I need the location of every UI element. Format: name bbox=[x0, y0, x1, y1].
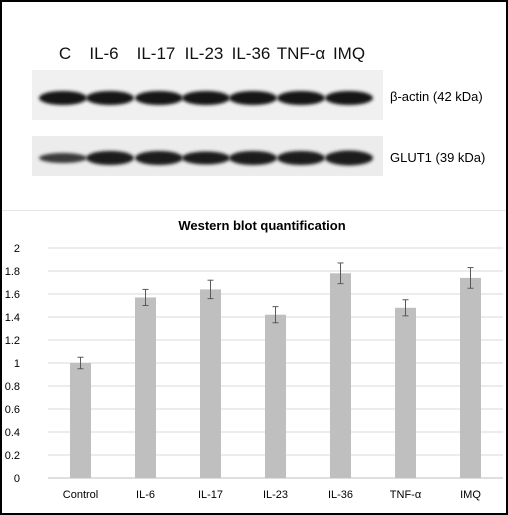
panel-divider bbox=[2, 210, 506, 211]
error-bar bbox=[272, 306, 279, 324]
blot-band-glut1 bbox=[39, 153, 87, 163]
blot-band-glut1 bbox=[182, 151, 230, 165]
bar bbox=[395, 307, 416, 478]
x-tick-label: IMQ bbox=[460, 489, 481, 501]
error-bar bbox=[207, 279, 214, 300]
bands-glut1 bbox=[39, 150, 373, 166]
y-tick-label: 0.2 bbox=[5, 450, 20, 462]
y-tick-label: 0.4 bbox=[5, 427, 20, 439]
chart-title: Western blot quantification bbox=[178, 218, 345, 233]
blot-band-actin bbox=[86, 91, 134, 105]
blot-band-glut1 bbox=[277, 151, 325, 165]
bar bbox=[70, 363, 91, 478]
lane-label: IL-23 bbox=[185, 44, 224, 63]
y-tick-label: 1 bbox=[14, 358, 20, 370]
blot-band-actin bbox=[229, 91, 277, 105]
lane-label: C bbox=[59, 44, 71, 63]
blot-band-actin bbox=[39, 91, 87, 105]
y-tick-label: 1.6 bbox=[5, 289, 20, 301]
blot-band-actin bbox=[135, 91, 183, 105]
lane-label: IL-36 bbox=[232, 44, 271, 63]
y-tick-label: 1.4 bbox=[5, 312, 20, 324]
chart-bars bbox=[70, 273, 481, 478]
x-tick-label: IL-17 bbox=[198, 489, 223, 501]
x-tick-label: IL-36 bbox=[328, 489, 353, 501]
blot-row-label-glut1: GLUT1 (39 kDa) bbox=[390, 150, 485, 165]
y-axis-tick-labels: 0 0.2 0.4 0.6 0.8 1 1.2 1.4 1.6 1.8 2 bbox=[5, 243, 20, 485]
y-tick-label: 1.2 bbox=[5, 335, 20, 347]
error-bar bbox=[467, 267, 474, 289]
western-blot-panel: C IL-6 IL-17 IL-23 IL-36 TNF-α IMQ β-actin (42… bbox=[32, 44, 485, 176]
error-bar bbox=[402, 299, 409, 317]
x-tick-label: IL-23 bbox=[263, 489, 288, 501]
blot-band-actin bbox=[182, 91, 230, 105]
blot-band-glut1 bbox=[229, 151, 277, 165]
bar bbox=[460, 277, 481, 478]
blot-row-label-actin: β-actin (42 kDa) bbox=[390, 89, 483, 104]
x-tick-label: IL-6 bbox=[136, 489, 155, 501]
bar bbox=[330, 273, 351, 478]
lane-label: IL-6 bbox=[89, 44, 118, 63]
blot-band-glut1 bbox=[86, 151, 134, 165]
x-tick-label: TNF-α bbox=[390, 489, 422, 501]
error-bar bbox=[142, 288, 149, 306]
y-tick-label: 0.8 bbox=[5, 381, 20, 393]
y-tick-label: 0 bbox=[14, 473, 20, 485]
lane-label: IMQ bbox=[333, 44, 365, 63]
blot-band-glut1 bbox=[325, 150, 373, 166]
y-tick-label: 1.8 bbox=[5, 266, 20, 278]
y-tick-label: 2 bbox=[14, 243, 20, 255]
blot-band-actin bbox=[277, 91, 325, 105]
x-tick-label: Control bbox=[63, 489, 98, 501]
blot-band-actin bbox=[325, 91, 373, 105]
chart-error-bars bbox=[77, 262, 474, 370]
lane-labels: C IL-6 IL-17 IL-23 IL-36 TNF-α IMQ bbox=[59, 44, 365, 63]
bar-chart: Western blot quantification 0 0.2 0.4 0.6 0.… bbox=[5, 218, 503, 501]
error-bar bbox=[77, 356, 84, 370]
lane-label: IL-17 bbox=[137, 44, 176, 63]
bar bbox=[135, 297, 156, 478]
y-tick-label: 0.6 bbox=[5, 404, 20, 416]
bar bbox=[200, 289, 221, 478]
bands-actin bbox=[39, 91, 373, 105]
x-axis-tick-labels: Control IL-6 IL-17 IL-23 IL-36 TNF-α IMQ bbox=[63, 489, 482, 501]
error-bar bbox=[337, 262, 344, 285]
bar bbox=[265, 314, 286, 478]
lane-label: TNF-α bbox=[277, 44, 326, 63]
blot-band-glut1 bbox=[135, 151, 183, 165]
